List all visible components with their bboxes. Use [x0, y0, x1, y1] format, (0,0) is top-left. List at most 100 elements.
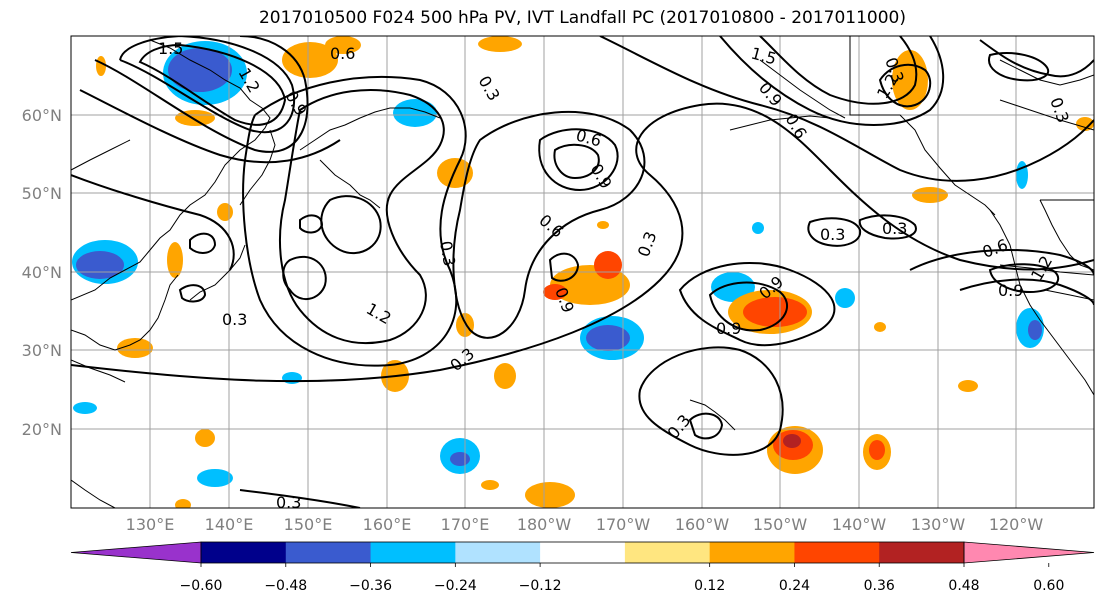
colorbar-tick-label: 0.12 — [694, 578, 725, 594]
pos-anomaly-shading — [494, 363, 516, 389]
contour-line — [538, 128, 619, 192]
contour-line — [94, 36, 309, 153]
colorbar-segment — [201, 542, 287, 563]
pos-anomaly-shading — [117, 338, 153, 358]
neg-anomaly-shading — [168, 48, 232, 92]
neg-anomaly-shading — [711, 272, 755, 302]
pos-anomaly-shading — [282, 42, 338, 78]
contour-line — [979, 39, 1094, 78]
lat-label: 50°N — [22, 184, 62, 203]
lon-label: 170°E — [441, 515, 490, 530]
colorbar-tick-label: 0.48 — [948, 578, 979, 594]
lon-label: 160°E — [363, 515, 412, 530]
pos-anomaly-shading — [195, 429, 215, 447]
neg-anomaly-shading — [1028, 320, 1042, 340]
contour-line — [553, 143, 600, 180]
lon-label: 150°W — [753, 515, 808, 530]
pos-anomaly-shading — [869, 440, 885, 460]
coastlines — [71, 36, 1094, 508]
contour-line — [759, 36, 918, 105]
lat-label: 60°N — [22, 106, 62, 125]
colorbar-segment — [455, 542, 541, 563]
pos-anomaly-shading — [743, 297, 807, 327]
lon-label: 120°W — [989, 515, 1044, 530]
contour-line — [71, 102, 1094, 383]
pos-anomaly-shading — [478, 36, 522, 52]
contour-line — [282, 255, 327, 300]
lon-label: 140°W — [832, 515, 887, 530]
colorbar-frame — [200, 541, 965, 564]
contour-line — [548, 252, 580, 282]
contour-line — [988, 52, 1050, 82]
contour-label: 0.6 — [330, 44, 355, 63]
lon-label: 130°E — [126, 515, 175, 530]
pos-anomaly-shading — [783, 434, 801, 448]
contour-line — [242, 75, 467, 367]
pos-anomaly-shading — [958, 380, 978, 392]
pos-anomaly-shading — [594, 251, 622, 279]
contour-line — [279, 89, 445, 345]
contour-line — [79, 89, 341, 164]
colorbar-ticks: −0.60 −0.48 −0.36 −0.24 −0.12 0.12 0.24 0.36 0.4… — [180, 563, 1064, 594]
neg-anomaly-shading — [282, 372, 302, 384]
neg-anomaly-shading — [73, 402, 97, 414]
contour-line — [299, 214, 324, 234]
contour-label: 0.3 — [436, 239, 459, 267]
contour-line — [178, 284, 207, 303]
lon-label: 140°E — [205, 515, 254, 530]
contour-line — [807, 217, 862, 247]
contour-label: 0.9 — [716, 319, 741, 338]
lon-label: 180°W — [517, 515, 572, 530]
contour-line — [858, 214, 917, 240]
colorbar-segment — [879, 542, 965, 563]
colorbar-tick-label: −0.60 — [180, 578, 223, 594]
colorbar-extend-min — [70, 541, 202, 564]
pos-anomaly-shading — [217, 203, 233, 221]
contour-line — [189, 232, 217, 254]
lon-axis: 130°E 140°E 150°E 160°E 170°E 180°W 170°… — [126, 515, 1044, 530]
pos-anomaly-shading — [167, 242, 183, 278]
colorbar-segment — [709, 542, 795, 563]
contour-line — [909, 249, 1094, 276]
colorbar-segment — [370, 542, 456, 563]
contour-line — [452, 110, 646, 339]
lon-label: 150°E — [284, 515, 333, 530]
neg-anomaly-shading — [197, 469, 233, 487]
contour-line — [138, 43, 287, 126]
colorbar-tick-label: −0.48 — [264, 578, 307, 594]
map-frame — [70, 35, 1095, 509]
contour-label: 0.3 — [820, 225, 845, 244]
lat-label: 30°N — [22, 341, 62, 360]
contour-line — [638, 346, 784, 456]
colorbar-segment — [794, 542, 880, 563]
contour-line — [988, 263, 1060, 294]
pv-contours — [71, 36, 1094, 508]
lon-label: 170°W — [596, 515, 651, 530]
pos-anomaly-shading — [175, 499, 191, 508]
contour-label: 0.3 — [222, 310, 247, 329]
pos-anomaly-shading — [525, 482, 575, 508]
contour-line — [708, 281, 789, 332]
contour-label: 0.3 — [882, 219, 907, 238]
contour-line — [599, 36, 1094, 182]
contour-line — [688, 412, 724, 440]
pos-anomaly-shading — [874, 322, 886, 332]
neg-anomaly-shading — [752, 222, 764, 234]
contour-label: 1.5 — [158, 39, 183, 58]
lon-label: 130°W — [911, 515, 966, 530]
neg-anomaly-shading — [393, 99, 437, 127]
lat-label: 40°N — [22, 263, 62, 282]
neg-anomaly-shading — [1016, 161, 1028, 189]
pos-anomaly-shading — [325, 36, 361, 54]
contour-label: 0.3 — [276, 493, 301, 512]
pos-anomaly-shading — [175, 110, 215, 126]
colorbar-tick-label: −0.36 — [349, 578, 392, 594]
colorbar-tick-label: 0.60 — [1033, 578, 1064, 594]
contour-line — [71, 174, 235, 271]
pos-anomaly-shading — [437, 158, 473, 188]
lon-label: 160°W — [675, 515, 730, 530]
pos-anomaly-shading — [543, 284, 567, 300]
colorbar-tick-label: −0.24 — [434, 578, 477, 594]
neg-anomaly-shading — [835, 288, 855, 308]
colorbar-segment — [540, 542, 626, 563]
